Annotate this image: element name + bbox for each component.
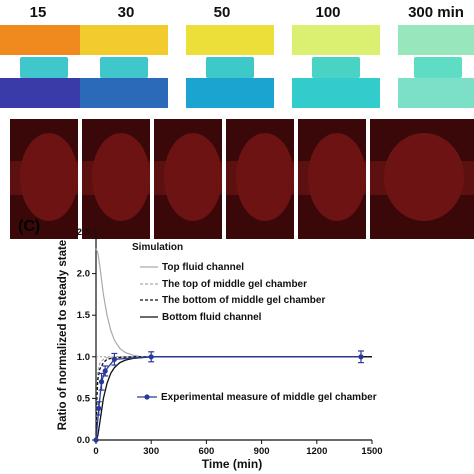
legend-label-experimental-measure-of-middle-gel-chamber: Experimental measure of middle gel chamb… xyxy=(161,392,377,403)
legend-title: Simulation xyxy=(132,242,183,253)
top-fluid-channel-15 xyxy=(0,25,88,55)
legend-label-the-bottom-of-middle-gel-chamber: The bottom of middle gel chamber xyxy=(162,295,325,306)
data-point xyxy=(148,354,154,360)
data-point xyxy=(358,354,364,360)
simulation-panel-300 xyxy=(398,0,474,118)
gel-chamber-30 xyxy=(100,57,148,78)
y-tick-label: 1.0 xyxy=(77,352,90,363)
x-tick-label: 0 xyxy=(93,446,98,457)
top-fluid-channel-100 xyxy=(292,25,380,55)
time-label-50: 50 xyxy=(213,4,231,21)
gel-chamber-100 xyxy=(312,57,360,78)
y-tick-label: 2.5 xyxy=(77,227,91,238)
x-tick-label: 1500 xyxy=(361,446,382,457)
bottom-fluid-channel-30 xyxy=(80,78,168,108)
x-tick-label: 600 xyxy=(198,446,214,457)
legend-marker xyxy=(144,394,150,400)
fluorescence-image-extra xyxy=(370,119,474,239)
fluorescence-image-50 xyxy=(154,119,222,239)
legend-label-top-fluid-channel: Top fluid channel xyxy=(162,262,244,273)
bottom-fluid-channel-100 xyxy=(292,78,380,108)
y-tick-label: 2.0 xyxy=(77,269,90,280)
chart-legend: Simulation Top fluid channel The top of mi… xyxy=(132,242,377,403)
simulation-panel-15 xyxy=(0,0,88,118)
gel-chamber-300 xyxy=(414,57,462,78)
y-tick-label: 0.5 xyxy=(77,393,91,404)
bottom-fluid-channel-300 xyxy=(398,78,474,108)
time-label-30: 30 xyxy=(117,4,135,21)
bottom-fluid-channel-15 xyxy=(0,78,88,108)
time-label-100: 100 xyxy=(315,4,341,21)
legend-label-bottom-fluid-channel: Bottom fluid channel xyxy=(162,312,262,323)
data-point xyxy=(93,437,99,443)
x-tick-label: 900 xyxy=(254,446,270,457)
fluorescence-image-300 xyxy=(298,119,366,239)
y-axis-label: Ratio of normalized to steady state xyxy=(57,240,69,430)
y-tick-label: 0.0 xyxy=(77,435,90,446)
x-tick-label: 1200 xyxy=(306,446,327,457)
bottom-fluid-channel-50 xyxy=(186,78,274,108)
gel-chamber-15 xyxy=(20,57,68,78)
legend-label-the-top-of-middle-gel-chamber: The top of middle gel chamber xyxy=(162,279,307,290)
simulation-panel-100 xyxy=(292,0,380,118)
top-fluid-channel-50 xyxy=(186,25,274,55)
time-label-15: 15 xyxy=(29,4,47,21)
time-label-300-min: 300 min xyxy=(408,4,464,21)
data-point xyxy=(111,356,117,362)
y-tick-label: 1.5 xyxy=(77,310,91,321)
simulation-panel-30 xyxy=(80,0,168,118)
gel-chamber-50 xyxy=(206,57,254,78)
series-line-the-bottom-of-middle-gel-chamber xyxy=(95,356,372,441)
data-point xyxy=(98,379,105,385)
x-tick-label: 300 xyxy=(143,446,159,457)
data-point xyxy=(96,405,102,411)
chart-curves xyxy=(93,248,372,443)
fluorescence-image-100 xyxy=(226,119,294,239)
simulation-panel-50 xyxy=(186,0,274,118)
fluorescence-image-15 xyxy=(10,119,78,239)
x-axis-label: Time (min) xyxy=(202,457,262,471)
top-fluid-channel-30 xyxy=(80,25,168,55)
fluorescence-image-30 xyxy=(82,119,150,239)
panel-label: (C) xyxy=(18,218,41,235)
top-fluid-channel-300 xyxy=(398,25,474,55)
data-point xyxy=(102,368,108,374)
